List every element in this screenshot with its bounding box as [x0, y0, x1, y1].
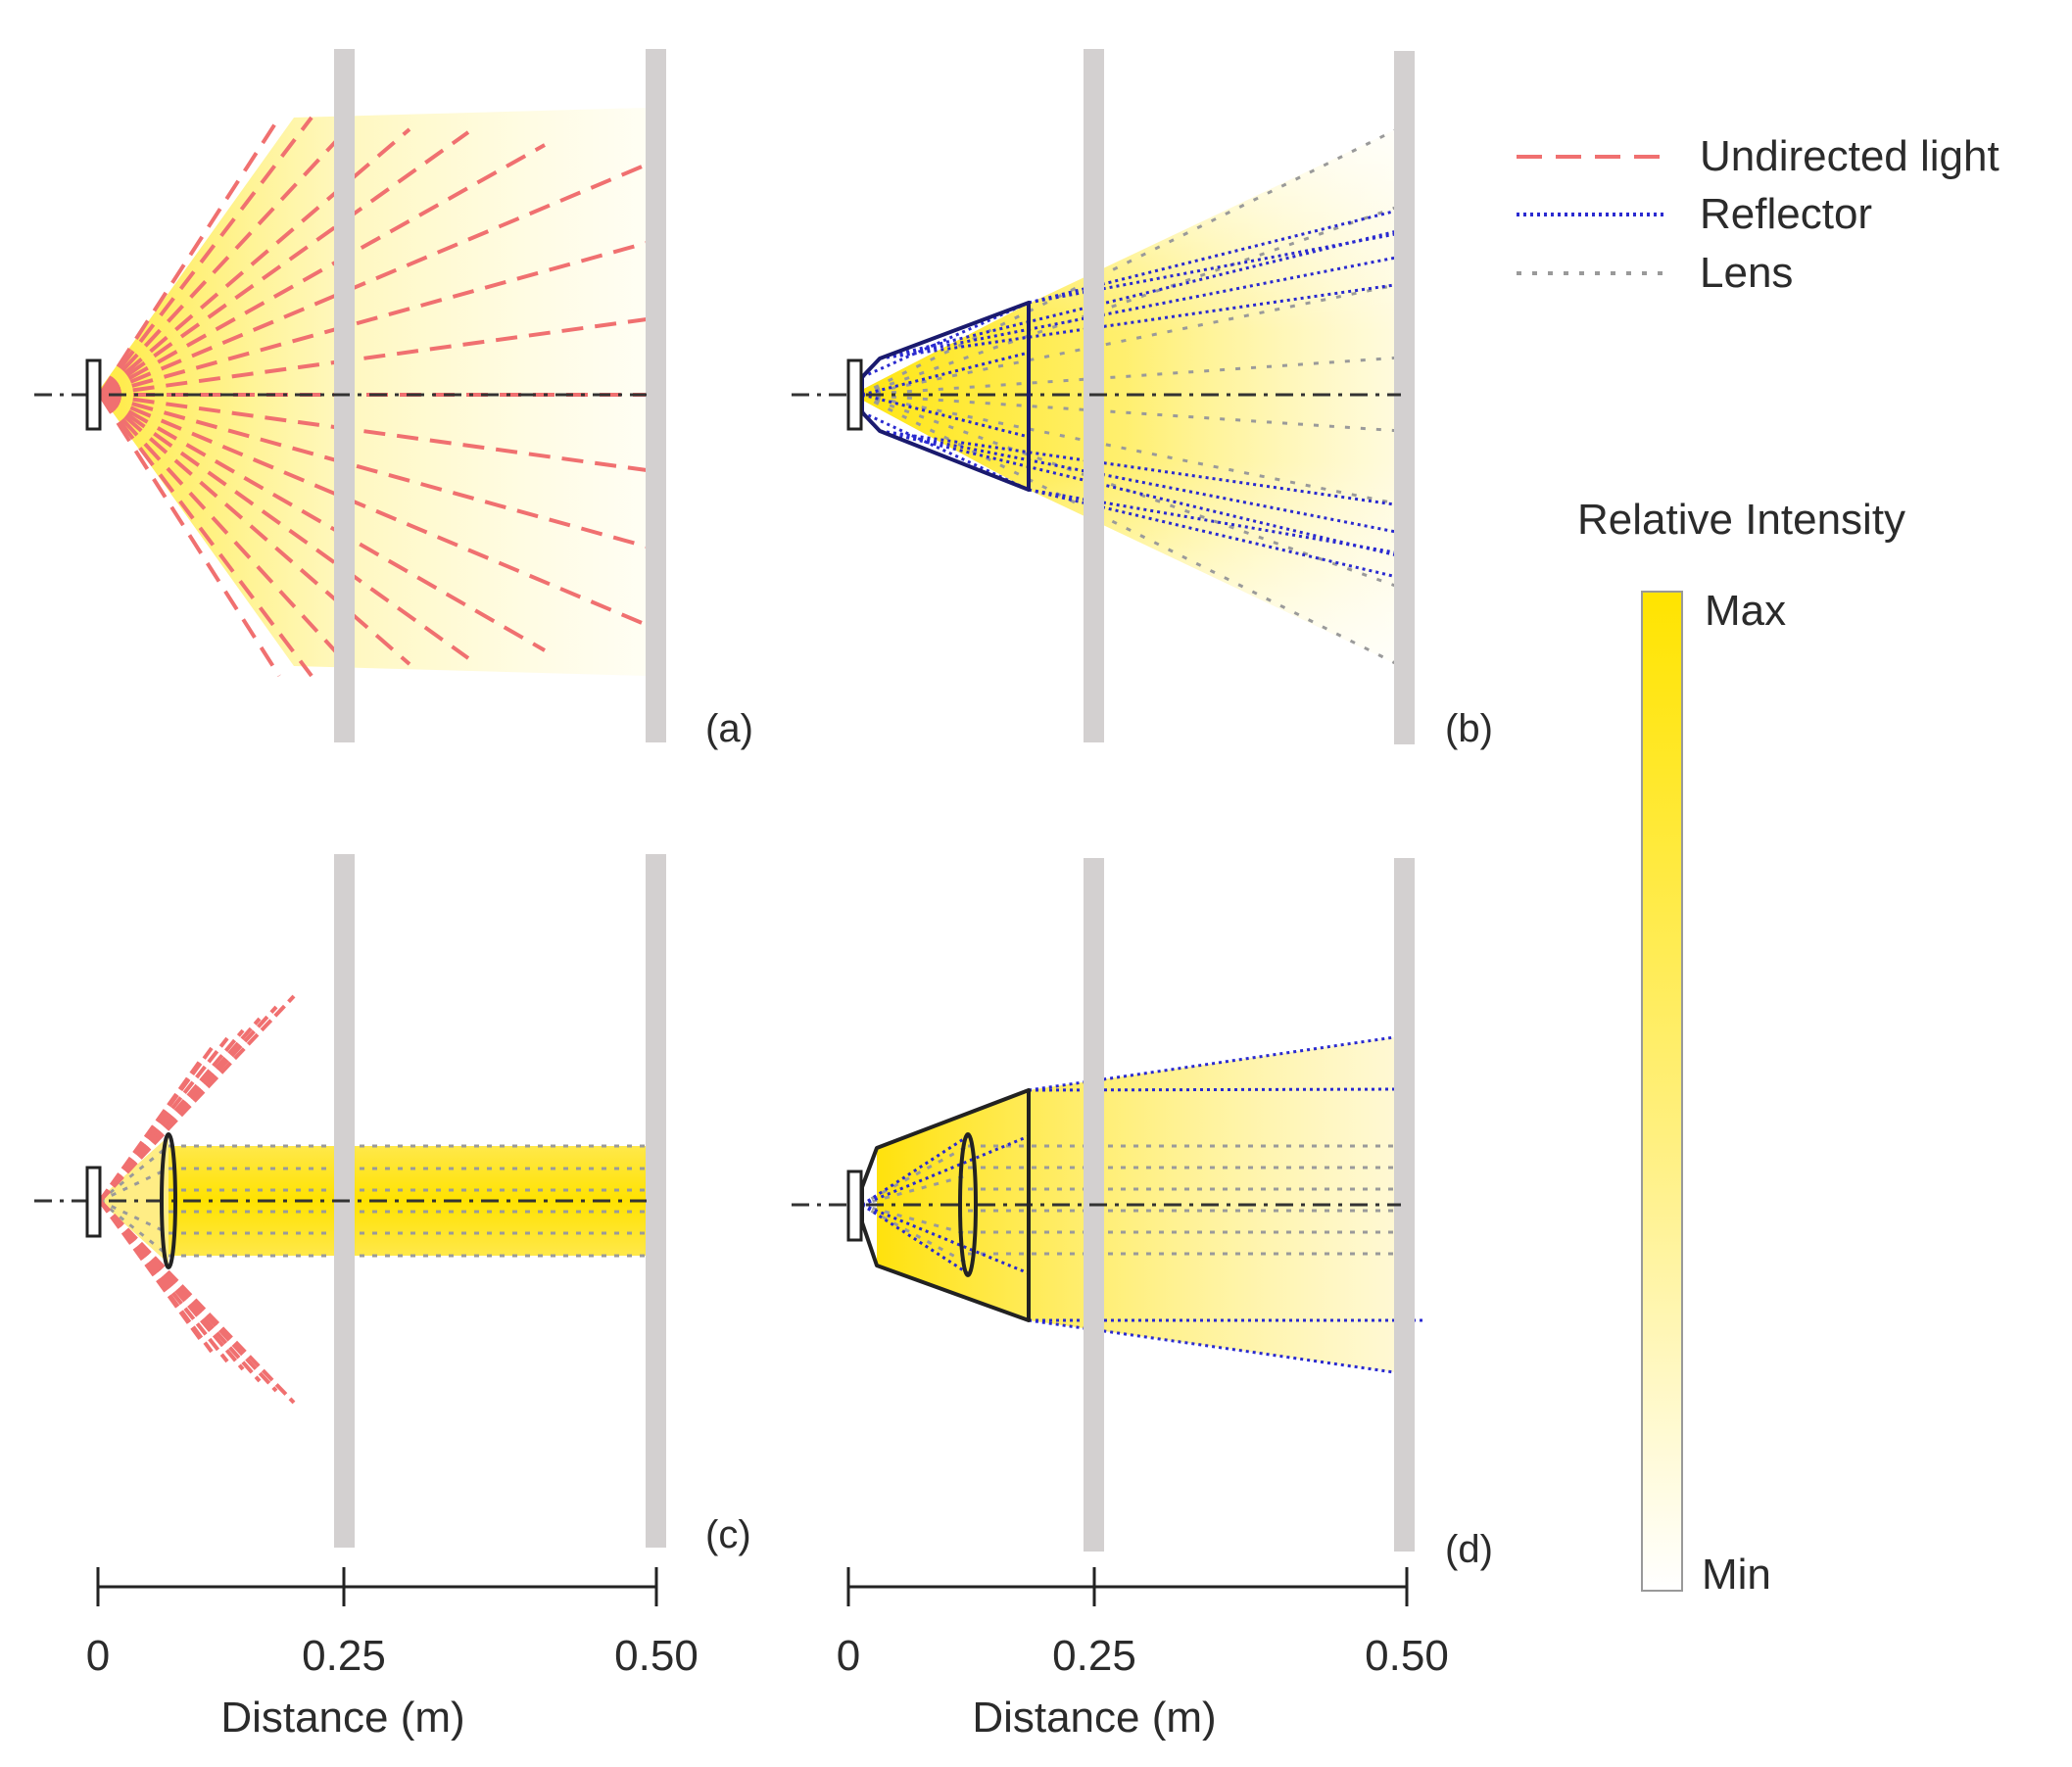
reflector-ray — [879, 429, 1402, 558]
undirected-ray — [98, 1028, 245, 1203]
lens-ray — [859, 1203, 969, 1236]
colorbar-min-label: Min — [1702, 1551, 1771, 1599]
undirected-ray — [98, 1199, 203, 1342]
legend-lens-label: Lens — [1700, 249, 1793, 297]
reflector-ray — [861, 1203, 1030, 1275]
led-source-d — [846, 1170, 863, 1242]
undirected-ray — [98, 116, 281, 397]
axis-title-left: Distance (m) — [220, 1694, 464, 1742]
panel-b-label: (b) — [1445, 707, 1493, 750]
reflector-ray — [861, 351, 1030, 397]
legend-undirected-label: Undirected light — [1700, 132, 2000, 180]
panel-d-reflector-lens: (d) — [792, 858, 1493, 1571]
lens-ray — [99, 1144, 169, 1203]
undirected-ray — [98, 116, 313, 397]
lens-d — [958, 1132, 978, 1277]
undirected-ray — [98, 1058, 203, 1203]
undirected-ray — [98, 130, 470, 397]
reflector-ray — [879, 228, 1402, 360]
lens-ray — [99, 1199, 169, 1258]
undirected-ray — [98, 393, 281, 678]
lens-c — [160, 1132, 177, 1269]
lens-rays-d — [859, 1144, 1401, 1266]
reflector-ray — [879, 282, 1402, 360]
lens-ray — [859, 1173, 969, 1207]
colorbar-gradient — [1641, 591, 1683, 1592]
reflector-ray — [861, 1134, 969, 1207]
legend: Undirected light Reflector Lens — [1517, 132, 2000, 297]
undirected-ray — [99, 393, 648, 472]
undirected-ray — [99, 393, 546, 652]
panel-b-reflector: (b) — [792, 49, 1493, 750]
screen-b-050 — [1394, 51, 1415, 744]
lens-rays-c — [99, 1144, 647, 1258]
led-source-b — [846, 358, 863, 431]
tick-label-right-050: 0.50 — [1365, 1632, 1449, 1680]
undirected-ray — [99, 317, 648, 397]
intensity-colorbar: Relative Intensity Max Min — [1577, 496, 1905, 1599]
undirected-ray — [99, 241, 648, 397]
tick-label-left-050: 0.50 — [614, 1632, 699, 1680]
panel-c-source-glow — [98, 1136, 169, 1264]
colorbar-title: Relative Intensity — [1577, 496, 1905, 544]
screen-a-050 — [646, 49, 666, 742]
tick-label-right-025: 0.25 — [1052, 1632, 1136, 1680]
colorbar-max-label: Max — [1705, 587, 1786, 635]
reflector-ray — [861, 1134, 1030, 1207]
undirected-ray — [98, 393, 411, 666]
reflector-ray — [861, 1203, 969, 1275]
lens-ray — [859, 204, 1402, 397]
panel-c-label: (c) — [705, 1513, 751, 1556]
lens-rays-b — [859, 125, 1402, 668]
undirected-ray — [99, 143, 546, 397]
panel-c-lens: (c) — [34, 854, 751, 1556]
reflector-ray — [861, 393, 1030, 439]
screen-c-050 — [646, 854, 666, 1548]
undirected-ray — [99, 393, 648, 549]
tick-label-right-0: 0 — [837, 1632, 860, 1680]
undirected-ray — [98, 393, 470, 660]
undirected-ray — [98, 393, 353, 670]
lens-ray — [859, 1144, 969, 1207]
undirected-rays-c — [98, 994, 296, 1405]
lens-ray — [859, 1203, 969, 1266]
undirected-ray — [98, 1199, 245, 1371]
undirected-ray — [98, 127, 411, 397]
panel-a-glow — [98, 108, 647, 676]
undirected-ray — [98, 1199, 229, 1363]
panel-a-label: (a) — [705, 707, 753, 750]
lens-ray — [859, 356, 1402, 397]
undirected-ray — [98, 123, 353, 397]
legend-reflector-label: Reflector — [1700, 190, 1872, 238]
panel-d-label: (d) — [1445, 1528, 1493, 1571]
axis-title-right: Distance (m) — [972, 1694, 1216, 1742]
led-source-c — [85, 1166, 102, 1238]
panel-a-undirected: (a) — [34, 49, 753, 750]
undirected-ray — [98, 393, 313, 678]
undirected-ray — [98, 1036, 229, 1203]
lens-ray — [859, 125, 1402, 397]
distance-axis-left: 0 0.25 0.50 Distance (m) — [86, 1567, 699, 1742]
tick-label-left-025: 0.25 — [302, 1632, 386, 1680]
lens-ray — [859, 393, 1402, 668]
reflector-ray — [879, 429, 1402, 507]
distance-axis-right: 0 0.25 0.50 Distance (m) — [837, 1567, 1449, 1742]
panel-b-edge-fade — [852, 127, 1401, 666]
tick-label-left-0: 0 — [86, 1632, 110, 1680]
lens-ray — [859, 393, 1402, 590]
screen-d-050 — [1394, 858, 1415, 1552]
led-source-a — [85, 358, 102, 431]
lens-ray — [859, 393, 1402, 433]
